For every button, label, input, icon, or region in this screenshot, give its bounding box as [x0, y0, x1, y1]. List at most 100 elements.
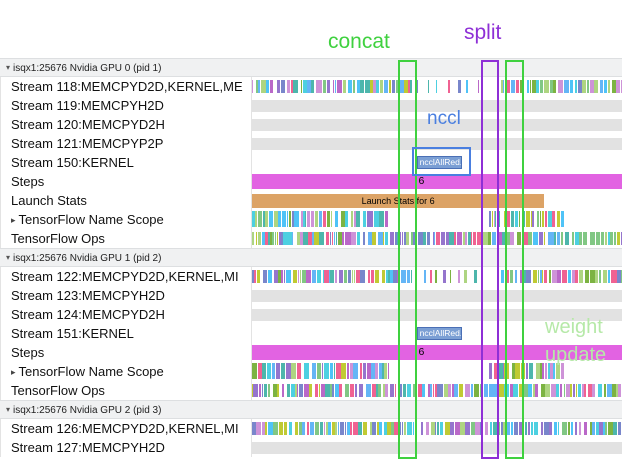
trace-event	[262, 232, 265, 245]
trace-event	[374, 363, 378, 379]
trace-event	[515, 211, 518, 227]
row-label[interactable]: Stream 124:MEMCPYD2H	[1, 305, 251, 324]
trace-event	[510, 232, 514, 245]
row-label[interactable]: Stream 150:KERNEL	[1, 153, 251, 172]
track-lane[interactable]	[251, 305, 622, 324]
trace-event	[312, 232, 314, 245]
row-label-text: Stream 119:MEMCPYH2D	[11, 98, 164, 113]
track-lane[interactable]: ncclAllRed...	[251, 153, 622, 172]
trace-event	[480, 422, 483, 435]
trace-event	[516, 232, 522, 245]
trace-event	[412, 422, 414, 435]
trace-event	[550, 363, 553, 379]
trace-event	[579, 422, 581, 435]
row-label[interactable]: Stream 119:MEMCPYH2D	[1, 96, 251, 115]
track-lane[interactable]	[251, 210, 622, 229]
trace-event	[581, 384, 585, 397]
trace-event	[483, 232, 488, 245]
trace-event	[331, 422, 336, 435]
row-label-text: Stream 127:MEMCPYH2D	[11, 440, 165, 455]
trace-event	[322, 270, 324, 283]
row-label[interactable]: Stream 123:MEMCPYH2D	[1, 286, 251, 305]
row-label[interactable]: Stream 126:MEMCPYD2D,KERNEL,MI	[1, 419, 251, 438]
trace-event	[263, 384, 266, 397]
trace-event	[323, 363, 329, 379]
track-lane[interactable]	[251, 267, 622, 286]
row-label[interactable]: Steps	[1, 172, 251, 191]
trace-event	[344, 384, 350, 397]
trace-event	[301, 270, 306, 283]
trace-event	[326, 211, 331, 227]
row-label[interactable]: TensorFlow Ops	[1, 229, 251, 248]
trace-event	[278, 211, 282, 227]
track-row: Stream 150:KERNEL ncclAllRed...	[0, 153, 622, 172]
trace-event	[281, 363, 285, 379]
trace-event	[556, 232, 561, 245]
trace-event	[380, 80, 384, 93]
track-lane[interactable]	[251, 77, 622, 96]
row-label[interactable]: Stream 121:MEMCPYP2P	[1, 134, 251, 153]
track-lane[interactable]: 6	[251, 343, 622, 362]
row-label[interactable]: ▾ isqx1:25676 Nvidia GPU 2 (pid 3)	[0, 401, 622, 418]
row-label[interactable]: Steps	[1, 343, 251, 362]
row-label[interactable]: ▾ isqx1:25676 Nvidia GPU 0 (pid 1)	[0, 59, 622, 76]
triangle-down-icon: ▾	[6, 253, 11, 262]
track-lane[interactable]: Launch Stats for 6	[251, 191, 622, 210]
trace-event	[465, 384, 470, 397]
trace-event	[607, 384, 612, 397]
trace-event	[510, 211, 515, 227]
trace-event	[379, 363, 382, 379]
row-label[interactable]: Stream 122:MEMCPYD2D,KERNEL,MI	[1, 267, 251, 286]
trace-event	[587, 384, 592, 397]
row-label[interactable]: Launch Stats	[1, 191, 251, 210]
trace-event	[335, 232, 338, 245]
trace-event	[473, 232, 477, 245]
track-lane[interactable]: 6	[251, 172, 622, 191]
trace-event	[397, 270, 401, 283]
track-lane[interactable]	[251, 96, 622, 115]
trace-event	[322, 211, 327, 227]
trace-event	[495, 211, 497, 227]
trace-event	[600, 232, 604, 245]
trace-event	[493, 384, 499, 397]
trace-event	[561, 211, 564, 227]
launch-stats-bar[interactable]: Launch Stats for 6	[252, 193, 545, 208]
trace-event	[579, 270, 583, 283]
row-label[interactable]: ▸ TensorFlow Name Scope	[1, 210, 251, 229]
track-lane[interactable]	[251, 362, 622, 381]
track-lane[interactable]	[251, 419, 622, 438]
row-label[interactable]: ▸ TensorFlow Name Scope	[1, 362, 251, 381]
trace-event	[324, 270, 329, 283]
trace-event	[384, 363, 387, 379]
trace-event	[330, 270, 334, 283]
trace-event	[618, 422, 622, 435]
trace-event	[449, 232, 454, 245]
track-lane[interactable]	[251, 134, 622, 153]
trace-event	[341, 211, 346, 227]
track-row: Stream 119:MEMCPYH2D	[0, 96, 622, 115]
steps-bar[interactable]: 6	[252, 174, 622, 189]
nccl-allreduce-bar[interactable]: ncclAllRed...	[416, 327, 463, 340]
row-label[interactable]: Stream 118:MEMCPYD2D,KERNEL,ME	[1, 77, 251, 96]
trace-event	[439, 422, 444, 435]
track-lane[interactable]	[251, 229, 622, 248]
row-label[interactable]: Stream 127:MEMCPYH2D	[1, 438, 251, 457]
trace-event	[488, 232, 492, 245]
row-label[interactable]: TensorFlow Ops	[1, 381, 251, 400]
steps-bar[interactable]: 6	[252, 345, 622, 360]
track-lane[interactable]	[251, 381, 622, 400]
track-lane[interactable]: ncclAllRed...	[251, 324, 622, 343]
track-row: Stream 121:MEMCPYP2P	[0, 134, 622, 153]
row-label[interactable]: Stream 151:KERNEL	[1, 324, 251, 343]
row-label[interactable]: ▾ isqx1:25676 Nvidia GPU 1 (pid 2)	[0, 249, 622, 266]
track-lane[interactable]	[251, 438, 622, 457]
trace-event	[395, 80, 398, 93]
track-lane[interactable]	[251, 115, 622, 134]
trace-event	[607, 80, 610, 93]
trace-event	[583, 422, 588, 435]
track-lane[interactable]	[251, 286, 622, 305]
trace-event	[538, 211, 540, 227]
trace-event	[424, 270, 427, 283]
row-label[interactable]: Stream 120:MEMCPYD2H	[1, 115, 251, 134]
nccl-allreduce-bar[interactable]: ncclAllRed...	[416, 156, 463, 169]
